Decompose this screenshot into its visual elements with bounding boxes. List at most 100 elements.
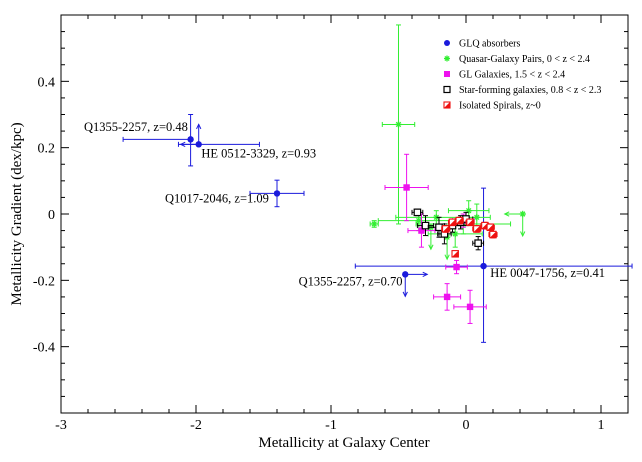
y-tick-label: 0.4 (38, 75, 56, 90)
marker-open-square (413, 208, 422, 217)
marker-circle (402, 271, 409, 278)
asterisk-stroke (444, 55, 450, 62)
marker-half-fill (449, 219, 456, 226)
marker-asterisk (415, 217, 422, 224)
data-point (384, 153, 429, 222)
marker-circle (195, 141, 202, 148)
marker-asterisk (395, 121, 402, 128)
point-annotation: Q1017-2046, z=1.09 (165, 191, 269, 205)
asterisk-stroke (474, 214, 480, 221)
annotations: Q1355-2257, z=0.48 HE 0512-3329, z=0.93 Q1… (84, 120, 605, 288)
limit-arrow-head (179, 141, 186, 147)
x-tick-label: -1 (325, 418, 337, 433)
data-point (485, 223, 495, 232)
marker-square (403, 184, 410, 191)
x-axis-title: Metallicity at Galaxy Center (258, 435, 429, 451)
limit-arrow-head (444, 254, 450, 261)
y-axis-title: Metallicity Gradient (dex/kpc) (9, 122, 25, 305)
legend-entry: GLQ absorbers (444, 39, 520, 50)
data-point (472, 225, 482, 233)
point-annotation: Q1355-2257, z=0.48 (84, 120, 188, 134)
marker-half-fill (456, 217, 463, 224)
legend-label: Star-forming galaxies, 0.8 < z < 2.3 (459, 85, 601, 96)
marker-circle (187, 136, 194, 143)
asterisk-stroke (520, 211, 526, 217)
y-tick-label: 0.2 (38, 142, 56, 157)
y-tick-label: -0.2 (33, 274, 55, 289)
data-point (451, 250, 459, 258)
point-annotation: Q1355-2257, z=0.70 (299, 274, 403, 288)
marker-circle (444, 40, 450, 46)
data-marks (122, 24, 633, 343)
marker-square (444, 71, 450, 77)
marker-half-fill (444, 102, 450, 108)
data-point (480, 221, 490, 230)
legend-entry: GL Galaxies, 1.5 < z < 2.4 (444, 70, 565, 81)
legend-entry: Isolated Spirals, z~0 (443, 101, 541, 112)
limit-arrow-head (428, 244, 434, 251)
marker-square (418, 227, 425, 234)
marker-half-fill (452, 250, 459, 257)
marker-half-fill (473, 225, 480, 233)
y-tick-label: 0 (48, 208, 55, 223)
marker-asterisk (371, 220, 378, 228)
legend-label: Quasar-Galaxy Pairs, 0 < z < 2.4 (459, 54, 590, 65)
x-tick-label: 0 (463, 418, 470, 433)
marker-half-fill (466, 219, 474, 226)
data-point (369, 220, 379, 228)
marker-square (443, 293, 451, 301)
limit-arrow-head (503, 211, 510, 217)
limit-arrow-head (422, 271, 429, 277)
data-point (122, 114, 194, 167)
limit-arrow-head (402, 291, 408, 298)
marker-half-fill (489, 231, 497, 238)
data-point (465, 218, 475, 227)
x-tick-label: -2 (190, 418, 202, 433)
legend-label: GLQ absorbers (459, 39, 520, 50)
point-annotation: HE 0047-1756, z=0.41 (490, 266, 605, 280)
marker-circle (273, 190, 281, 197)
marker-asterisk (473, 214, 480, 221)
legend-label: GL Galaxies, 1.5 < z < 2.4 (459, 70, 565, 81)
marker-asterisk (519, 210, 526, 218)
data-point (503, 210, 526, 238)
marker-square (453, 263, 460, 271)
data-point (354, 187, 633, 343)
data-point (445, 259, 468, 275)
data-point (441, 225, 451, 233)
legend-entry: Star-forming galaxies, 0.8 < z < 2.3 (443, 85, 601, 96)
series-2 (384, 153, 487, 324)
series-0 (122, 114, 633, 343)
legend-entry: Quasar-Galaxy Pairs, 0 < z < 2.4 (444, 54, 590, 65)
marker-open-square (443, 85, 451, 94)
data-point (454, 216, 464, 225)
marker-open-square (474, 239, 482, 247)
data-point (177, 123, 260, 148)
data-point (488, 230, 498, 239)
limit-arrow-head (196, 123, 202, 130)
data-point (472, 236, 485, 251)
marker-square (466, 303, 474, 311)
x-tick-label: -3 (55, 418, 67, 433)
x-tick-label: 1 (598, 418, 605, 433)
data-point (249, 179, 305, 208)
data-point (411, 208, 424, 217)
data-point (402, 271, 429, 298)
series-4 (441, 216, 498, 258)
asterisk-stroke (416, 217, 422, 224)
asterisk-stroke (433, 214, 439, 221)
data-point (433, 283, 462, 311)
legend-label: Isolated Spirals, z~0 (459, 101, 541, 112)
y-tick-label: -0.4 (33, 341, 55, 356)
legend: GLQ absorbers Quasar-Galaxy Pairs, 0 < z … (443, 39, 601, 112)
asterisk-stroke (371, 221, 377, 227)
data-point (453, 289, 487, 324)
asterisk-stroke (395, 121, 402, 128)
asterisk-stroke (452, 231, 458, 237)
marker-half-fill (487, 224, 494, 231)
limit-arrow-head (520, 231, 526, 238)
marker-circle (480, 262, 487, 270)
data-point (381, 24, 416, 225)
